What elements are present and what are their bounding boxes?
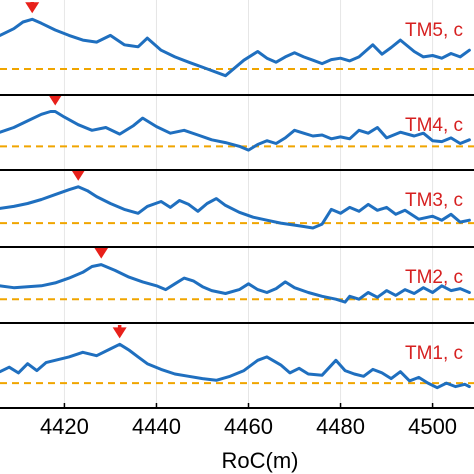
series-line [0,17,471,78]
panel-4: TM2, c [0,247,474,304]
panel-label: TM1, c [405,343,463,364]
series-line [0,263,471,304]
x-tick-label: 4460 [224,414,273,439]
peak-arrow-head [25,2,40,14]
x-axis-label: RoC(m) [222,448,299,473]
panel-3: TM3, c [0,169,474,230]
grid-layer [63,0,434,408]
panel-label: TM5, c [405,20,463,41]
peak-arrow-head [112,327,127,339]
series-line [0,110,471,152]
panel-label: TM4, c [405,115,463,136]
panel-label: TM2, c [405,267,463,288]
peak-arrow-head [94,247,109,259]
panel-2: TM4, c [0,94,474,152]
peak-arrow-head [48,94,63,106]
panel-label: TM3, c [405,190,463,211]
x-axis: 4420 4440 4460 4480 4500 [0,403,474,439]
x-tick-label: 4420 [40,414,89,439]
panel-1: TM5, c [0,2,474,78]
peak-arrow-head [71,169,86,181]
panels-layer: TM5, c TM4, c TM3, c TM2, c TM1, c [0,2,474,390]
x-tick-label: 4440 [132,414,181,439]
x-tick-label: 4480 [316,414,365,439]
series-line [0,342,471,390]
panel-5: TM1, c [0,325,474,390]
x-tick-label: 4500 [408,414,457,439]
series-line [0,185,471,230]
